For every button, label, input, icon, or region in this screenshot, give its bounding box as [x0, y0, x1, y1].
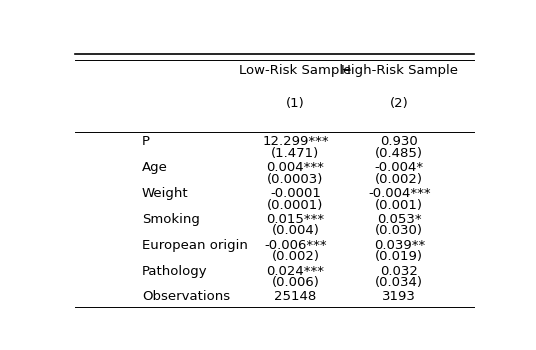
Text: (0.006): (0.006) — [272, 276, 319, 289]
Text: (0.034): (0.034) — [375, 276, 423, 289]
Text: 0.032: 0.032 — [381, 265, 418, 278]
Text: (0.0003): (0.0003) — [267, 173, 324, 186]
Text: (0.002): (0.002) — [271, 250, 319, 263]
Text: -0.004***: -0.004*** — [368, 187, 430, 200]
Text: Smoking: Smoking — [142, 213, 199, 226]
Text: 0.015***: 0.015*** — [266, 213, 324, 226]
Text: Age: Age — [142, 161, 168, 174]
Text: 0.930: 0.930 — [381, 135, 418, 148]
Text: (1): (1) — [286, 98, 305, 111]
Text: (0.004): (0.004) — [272, 224, 319, 237]
Text: -0.006***: -0.006*** — [264, 239, 327, 252]
Text: European origin: European origin — [142, 239, 248, 252]
Text: (0.001): (0.001) — [375, 198, 423, 211]
Text: 25148: 25148 — [274, 290, 317, 303]
Text: (1.471): (1.471) — [271, 147, 319, 160]
Text: 0.053*: 0.053* — [377, 213, 422, 226]
Text: (0.030): (0.030) — [375, 224, 423, 237]
Text: (2): (2) — [390, 98, 408, 111]
Text: P: P — [142, 135, 150, 148]
Text: 12.299***: 12.299*** — [262, 135, 329, 148]
Text: 0.039**: 0.039** — [374, 239, 425, 252]
Text: Pathology: Pathology — [142, 265, 207, 278]
Text: (0.485): (0.485) — [375, 147, 423, 160]
Text: Observations: Observations — [142, 290, 230, 303]
Text: High-Risk Sample: High-Risk Sample — [341, 64, 458, 77]
Text: (0.0001): (0.0001) — [267, 198, 324, 211]
Text: -0.0001: -0.0001 — [270, 187, 321, 200]
Text: (0.002): (0.002) — [375, 173, 423, 186]
Text: 0.024***: 0.024*** — [266, 265, 324, 278]
Text: -0.004*: -0.004* — [375, 161, 424, 174]
Text: 0.004***: 0.004*** — [266, 161, 324, 174]
Text: Low-Risk Sample: Low-Risk Sample — [239, 64, 352, 77]
Text: (0.019): (0.019) — [375, 250, 423, 263]
Text: 3193: 3193 — [382, 290, 416, 303]
Text: Weight: Weight — [142, 187, 188, 200]
